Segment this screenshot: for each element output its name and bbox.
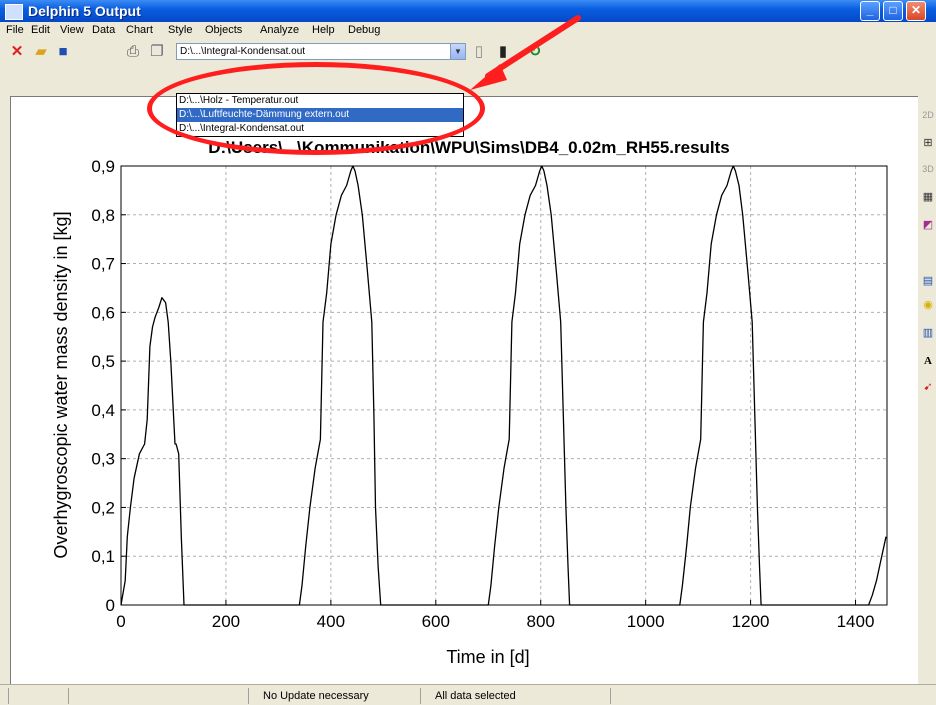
status-pane-1 (8, 688, 73, 704)
menu-debug[interactable]: Debug (348, 24, 381, 36)
print-icon[interactable]: ⎙ (126, 43, 139, 60)
menu-view[interactable]: View (60, 24, 84, 36)
menu-help[interactable]: Help (312, 24, 335, 36)
maximize-button[interactable]: □ (883, 1, 903, 21)
status-pane-5 (610, 688, 935, 704)
menu-objects[interactable]: Objects (205, 24, 243, 36)
y-tick-label: 0 (106, 596, 115, 615)
minimize-button[interactable]: _ (860, 1, 880, 21)
document-icon[interactable]: ▯ (474, 43, 484, 60)
x-tick-label: 0 (116, 612, 125, 631)
title-bar[interactable]: Delphin 5 Output _ □ ✕ (0, 0, 936, 22)
y-tick-label: 0,5 (91, 352, 115, 371)
y-tick-label: 0,2 (91, 498, 115, 517)
series-line (120, 165, 887, 606)
toolbar: ✕ ▰ ■ ⎙ ❐ D:\...\Integral-Kondensat.out … (0, 40, 936, 64)
status-pane-2 (68, 688, 253, 704)
file-combo-value: D:\...\Integral-Kondensat.out (180, 46, 306, 57)
axis-ticks: 0 200 400 600 800 1000 1200 1400 0 0,1 0,2 0,3 0,4 0,… (91, 157, 874, 631)
table-icon[interactable]: ▦ (922, 191, 934, 203)
close-icon[interactable]: ✕ (10, 43, 24, 60)
chart-2d-icon[interactable]: 2D (922, 110, 934, 120)
x-tick-label: 600 (422, 612, 450, 631)
annotation-ellipse (147, 62, 485, 155)
status-selection: All data selected (420, 688, 615, 704)
y-tick-label: 0,8 (91, 206, 115, 225)
chevron-down-icon[interactable]: ▼ (450, 44, 465, 59)
y-axis-label: Overhygroscopic water mass density in [k… (51, 211, 71, 558)
copy-icon[interactable]: ❐ (150, 43, 164, 60)
y-tick-label: 0,9 (91, 157, 115, 176)
menu-file[interactable]: File (6, 24, 24, 36)
x-tick-label: 400 (317, 612, 345, 631)
grid-icon[interactable]: ▤ (922, 275, 934, 287)
y-tick-label: 0,4 (91, 401, 115, 420)
file-combo[interactable]: D:\...\Integral-Kondensat.out ▼ (176, 43, 466, 60)
menu-analyze[interactable]: Analyze (260, 24, 300, 36)
app-icon (5, 4, 23, 20)
trash-icon[interactable]: ▮ (498, 43, 508, 60)
x-tick-label: 1000 (627, 612, 665, 631)
series-group (120, 165, 887, 606)
y-tick-label: 0,3 (91, 450, 115, 469)
menu-data[interactable]: Data (92, 24, 116, 36)
menu-chart[interactable]: Chart (126, 24, 153, 36)
right-toolbar: 2D ⊞ 3D ▦ ◩ ▤ ◉ ▥ A ➹ (918, 96, 936, 684)
plot-border (120, 165, 888, 606)
close-button[interactable]: ✕ (906, 1, 926, 21)
line-chart: D:\Users\...\Kommunikation\WPU\Sims\DB4_… (51, 138, 888, 667)
arrow-icon[interactable]: ➹ (923, 381, 933, 393)
menu-style[interactable]: Style (168, 24, 193, 36)
open-folder-icon[interactable]: ▰ (35, 43, 47, 60)
grid-lines (121, 165, 887, 605)
text-icon[interactable]: A (924, 355, 932, 367)
refresh-icon[interactable]: ↻ (528, 43, 542, 60)
x-axis-label: Time in [d] (446, 647, 529, 667)
y-tick-label: 0,7 (91, 255, 115, 274)
chart-3d-icon[interactable]: 3D (922, 164, 934, 174)
bulb-icon[interactable]: ◉ (923, 299, 933, 311)
menu-bar: File Edit View Data Chart Style Objects … (0, 22, 936, 40)
x-tick-label: 200 (212, 612, 240, 631)
status-bar: No Update necessary All data selected (0, 684, 936, 705)
axis-icon[interactable]: ⊞ (923, 137, 933, 149)
data-icon[interactable]: ▥ (922, 327, 934, 339)
y-tick-label: 0,6 (91, 303, 115, 322)
y-tick-label: 0,1 (91, 547, 115, 566)
x-tick-label: 1400 (837, 612, 875, 631)
x-tick-label: 800 (527, 612, 555, 631)
menu-edit[interactable]: Edit (31, 24, 50, 36)
color-map-icon[interactable]: ◩ (922, 219, 934, 231)
window-title: Delphin 5 Output (28, 3, 141, 19)
chart-panel: D:\Users\...\Kommunikation\WPU\Sims\DB4_… (10, 96, 920, 686)
status-message: No Update necessary (248, 688, 425, 704)
x-tick-label: 1200 (732, 612, 770, 631)
save-icon[interactable]: ■ (58, 43, 68, 60)
